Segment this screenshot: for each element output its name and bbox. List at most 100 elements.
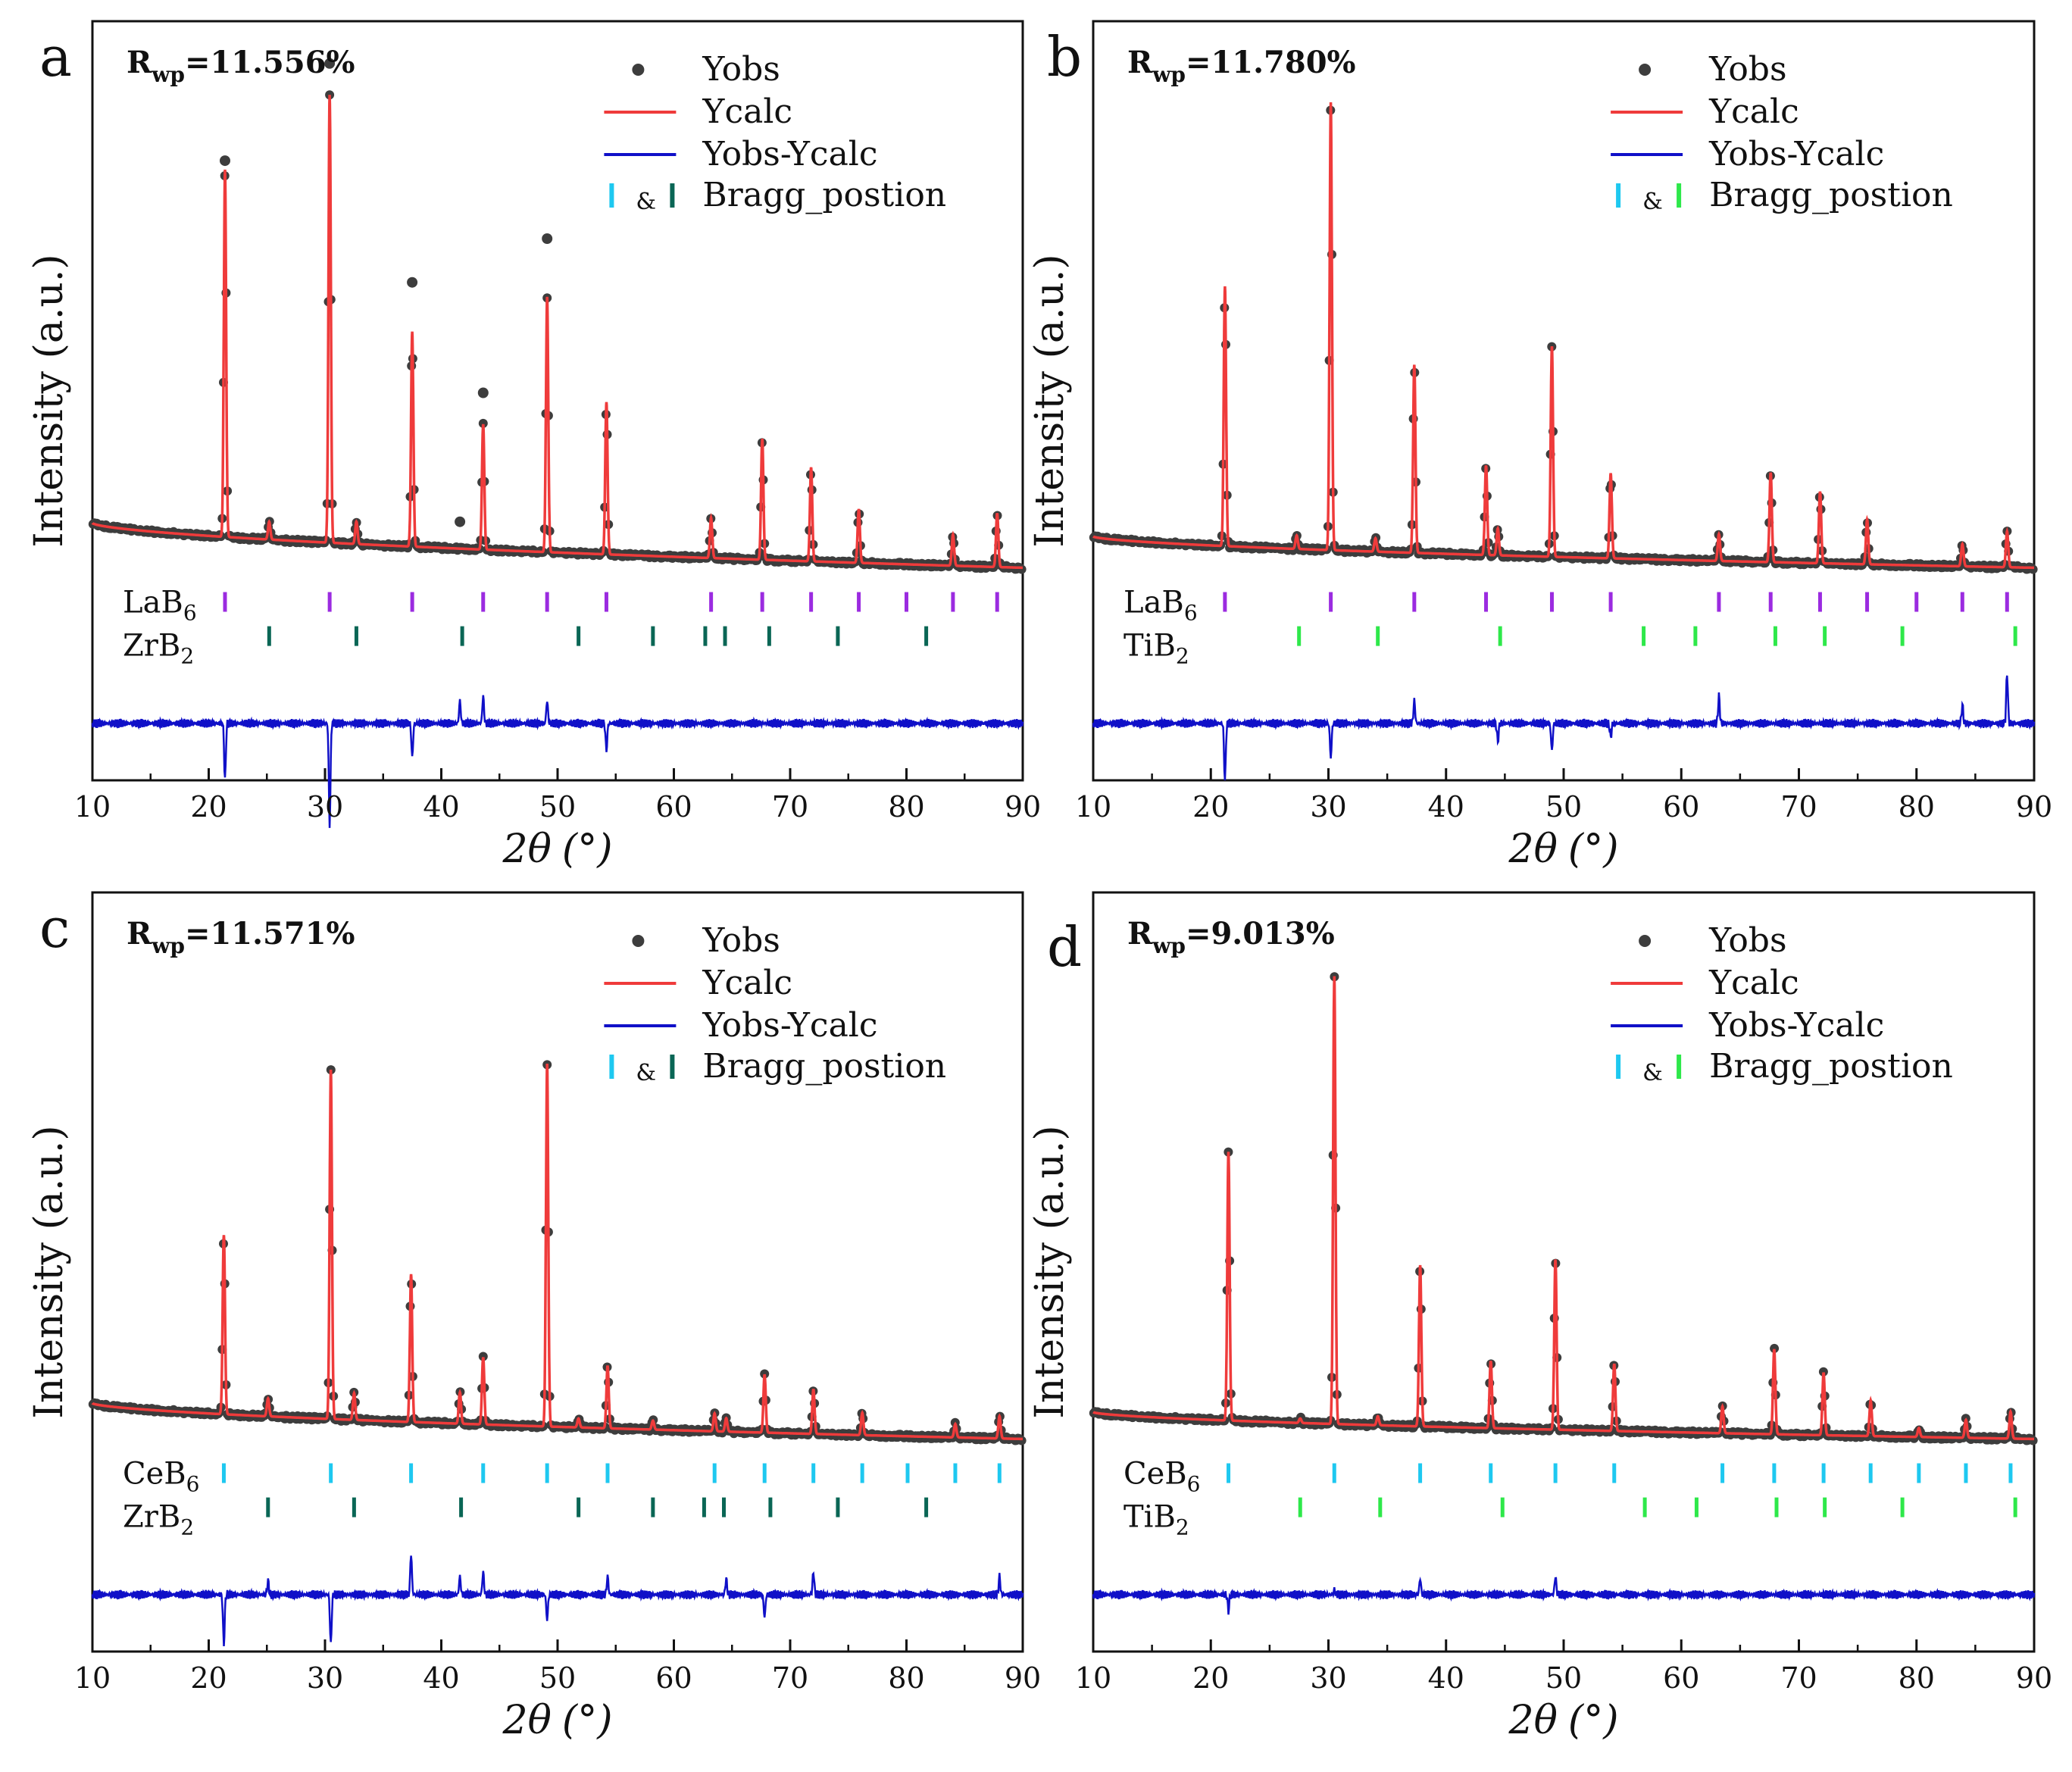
yobs-point (542, 233, 553, 244)
x-tick-label: 10 (74, 1661, 111, 1695)
x-tick-label: 60 (1663, 1661, 1699, 1695)
x-tick-label: 10 (74, 790, 111, 823)
x-tick-label: 70 (772, 790, 808, 823)
x-tick-label: 80 (888, 1661, 924, 1695)
legend-bragg-label: Bragg_postion (702, 176, 946, 214)
phase2-subscript: 2 (180, 644, 194, 669)
legend-amp: & (1642, 1060, 1663, 1086)
rwp-symbol: R (127, 45, 152, 80)
phase1-subscript: 6 (1184, 601, 1198, 626)
x-axis-label: 2θ (°) (502, 827, 613, 872)
phase1-label: CeB6 (123, 1457, 200, 1497)
rwp-symbol: R (127, 916, 152, 952)
legend: Yobs Ycalc Yobs-Ycalc & Bragg_postion (604, 921, 946, 1086)
x-tick-label: 60 (1663, 790, 1699, 823)
yobs-series (88, 58, 1027, 574)
x-axis-unit: (°) (562, 1698, 613, 1743)
legend-ycalc-label: Ycalc (1708, 92, 1799, 131)
x-tick-label: 30 (307, 1661, 343, 1695)
rwp-label: Rwp=11.780% (1127, 45, 1356, 87)
phase2-subscript: 2 (180, 1515, 194, 1540)
x-tick-label: 10 (1075, 1661, 1111, 1695)
x-tick-label: 40 (1428, 790, 1464, 823)
y-axis-label: Intensity (a.u.) (1027, 1125, 1073, 1418)
x-tick-label: 90 (2016, 790, 2052, 823)
panel-letter: d (1047, 915, 1082, 979)
x-axis-label: 2θ (°) (1508, 827, 1619, 872)
x-tick-label: 20 (190, 1661, 227, 1695)
diff-line (91, 1555, 1024, 1646)
x-axis-label: 2θ (°) (1508, 1698, 1619, 1743)
x-axis-theta: θ (1534, 827, 1558, 872)
x-axis: 10 20 30 40 50 60 70 80 90 (1075, 768, 2052, 823)
yobs-point (2028, 1436, 2038, 1445)
legend-yobs-marker (632, 64, 645, 76)
phase2-label: ZrB2 (123, 629, 194, 669)
phase2-label: TiB2 (1124, 629, 1189, 669)
panel-letter: b (1047, 25, 1082, 89)
yobs-point (220, 155, 230, 167)
legend-ycalc-label: Ycalc (702, 964, 792, 1002)
phase1-subscript: 6 (183, 601, 197, 626)
x-tick-label: 80 (1899, 790, 1935, 823)
diff-line (1092, 1576, 2036, 1615)
legend-ycalc-label: Ycalc (702, 92, 792, 131)
panel-letter: c (39, 896, 70, 960)
plot-frame (91, 20, 1024, 782)
legend-yobs-marker (1639, 935, 1652, 947)
legend-ycalc-label: Ycalc (1708, 964, 1799, 1002)
bragg-ticks-phase2 (1298, 1497, 2017, 1517)
rwp-value: =11.571% (185, 916, 355, 952)
x-tick-label: 50 (1545, 790, 1582, 823)
x-tick-label: 50 (539, 790, 576, 823)
x-tick-label: 80 (1899, 1661, 1935, 1695)
phase1-label: CeB6 (1124, 1457, 1201, 1497)
rwp-label: Rwp=11.571% (127, 916, 355, 958)
rwp-value: =11.556% (185, 45, 355, 80)
x-tick-label: 40 (423, 1661, 459, 1695)
phase1-label: LaB6 (1124, 586, 1198, 626)
x-axis-unit: (°) (562, 827, 613, 872)
y-axis-label: Intensity (a.u.) (1027, 254, 1073, 547)
x-tick-label: 60 (655, 1661, 692, 1695)
y-axis-label: Intensity (a.u.) (27, 1125, 72, 1418)
x-tick-label: 70 (1780, 1661, 1817, 1695)
yobs-series (88, 1060, 1027, 1445)
legend-yobs-marker (1639, 64, 1652, 76)
yobs-point (477, 387, 489, 398)
x-tick-label: 90 (1005, 790, 1041, 823)
panel-letter: a (39, 25, 72, 89)
diff-line (1092, 675, 2036, 780)
legend-yobs-label: Yobs (1708, 921, 1786, 960)
legend-diff-label: Yobs-Ycalc (1708, 1006, 1884, 1045)
yobs-point (1017, 1436, 1027, 1445)
x-axis-theta: θ (1534, 1698, 1558, 1743)
legend-diff-label: Yobs-Ycalc (702, 135, 877, 173)
diff-line (91, 695, 1024, 828)
legend: Yobs Ycalc Yobs-Ycalc & Bragg_postion (1611, 921, 1953, 1086)
legend-amp: & (1642, 189, 1663, 215)
rwp-symbol: R (1127, 45, 1153, 80)
legend-amp: & (636, 1060, 656, 1086)
y-axis-label: Intensity (a.u.) (27, 254, 72, 547)
rwp-label: Rwp=9.013% (1127, 916, 1335, 958)
phase2-subscript: 2 (1176, 644, 1189, 669)
x-axis: 10 20 30 40 50 60 70 80 90 (74, 1639, 1041, 1695)
x-axis-theta: θ (528, 1698, 552, 1743)
legend-yobs-marker (632, 935, 645, 947)
legend-amp: & (636, 189, 656, 215)
legend-bragg-label: Bragg_postion (1709, 1047, 1953, 1086)
legend-yobs-label: Yobs (1708, 50, 1786, 89)
ycalc-line (91, 95, 1023, 570)
x-tick-label: 30 (307, 790, 343, 823)
legend-yobs-label: Yobs (702, 50, 780, 89)
x-tick-label: 90 (1005, 1661, 1041, 1695)
rwp-subscript: wp (1152, 933, 1186, 958)
x-axis-unit: (°) (1568, 1698, 1619, 1743)
rwp-subscript: wp (151, 933, 185, 958)
